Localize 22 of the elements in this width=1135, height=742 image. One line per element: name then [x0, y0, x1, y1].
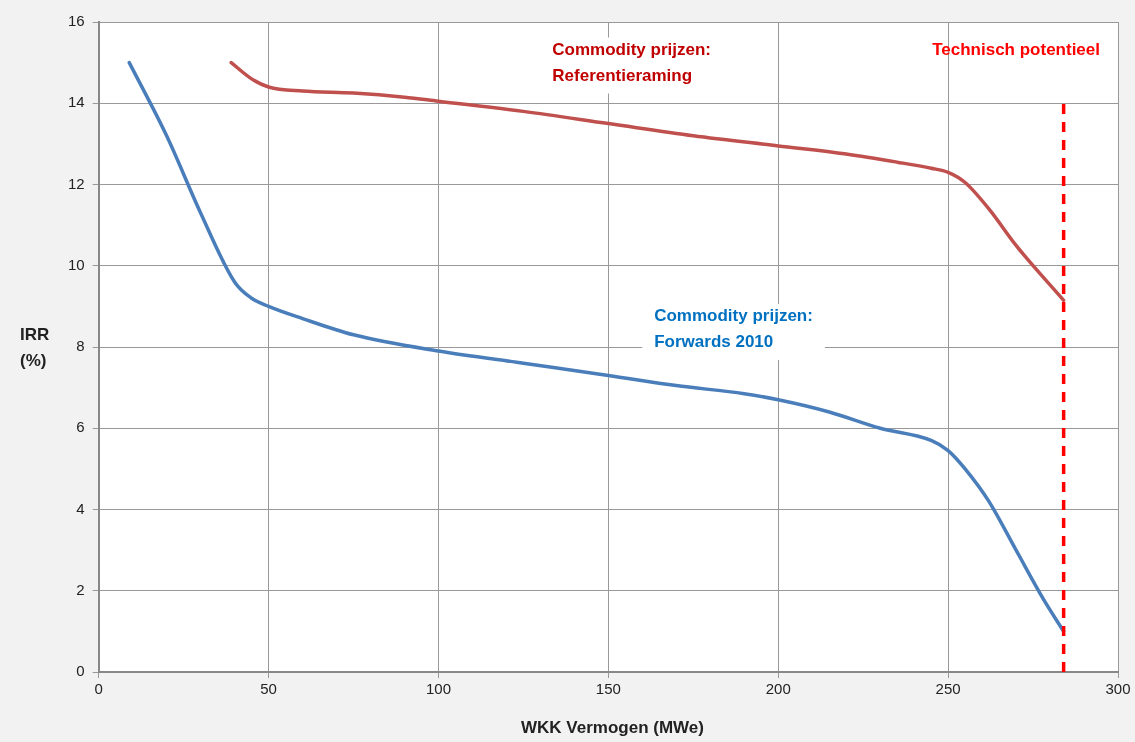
y-tick-label: 14: [68, 93, 85, 111]
x-tick-label: 250: [935, 680, 961, 698]
y-tick-label: 2: [76, 580, 85, 598]
series-label: Commodity prijzen: Forwards 2010: [654, 306, 813, 352]
y-tick-label: 6: [76, 418, 85, 436]
x-tick-label: 200: [765, 680, 791, 698]
x-axis-title: WKK Vermogen (MWe): [520, 718, 705, 738]
ref-line-label: Technisch potentieel: [932, 40, 1100, 60]
y-tick-label: 12: [68, 174, 85, 192]
x-tick-label: 0: [94, 680, 103, 698]
x-tick-label: 50: [260, 680, 277, 698]
series-label: Commodity prijzen: Referentieraming: [552, 39, 711, 85]
y-tick-label: 16: [68, 12, 85, 30]
y-tick-label: 0: [76, 662, 85, 680]
x-tick-label: 150: [595, 680, 621, 698]
y-tick-label: 10: [68, 255, 85, 273]
line-series: [229, 60, 1066, 303]
x-tick-label: 100: [425, 680, 451, 698]
x-tick-label: 300: [1105, 680, 1131, 698]
y-axis-title: IRR (%): [20, 324, 51, 372]
y-tick-label: 4: [76, 499, 85, 517]
y-tick-label: 8: [76, 337, 85, 355]
